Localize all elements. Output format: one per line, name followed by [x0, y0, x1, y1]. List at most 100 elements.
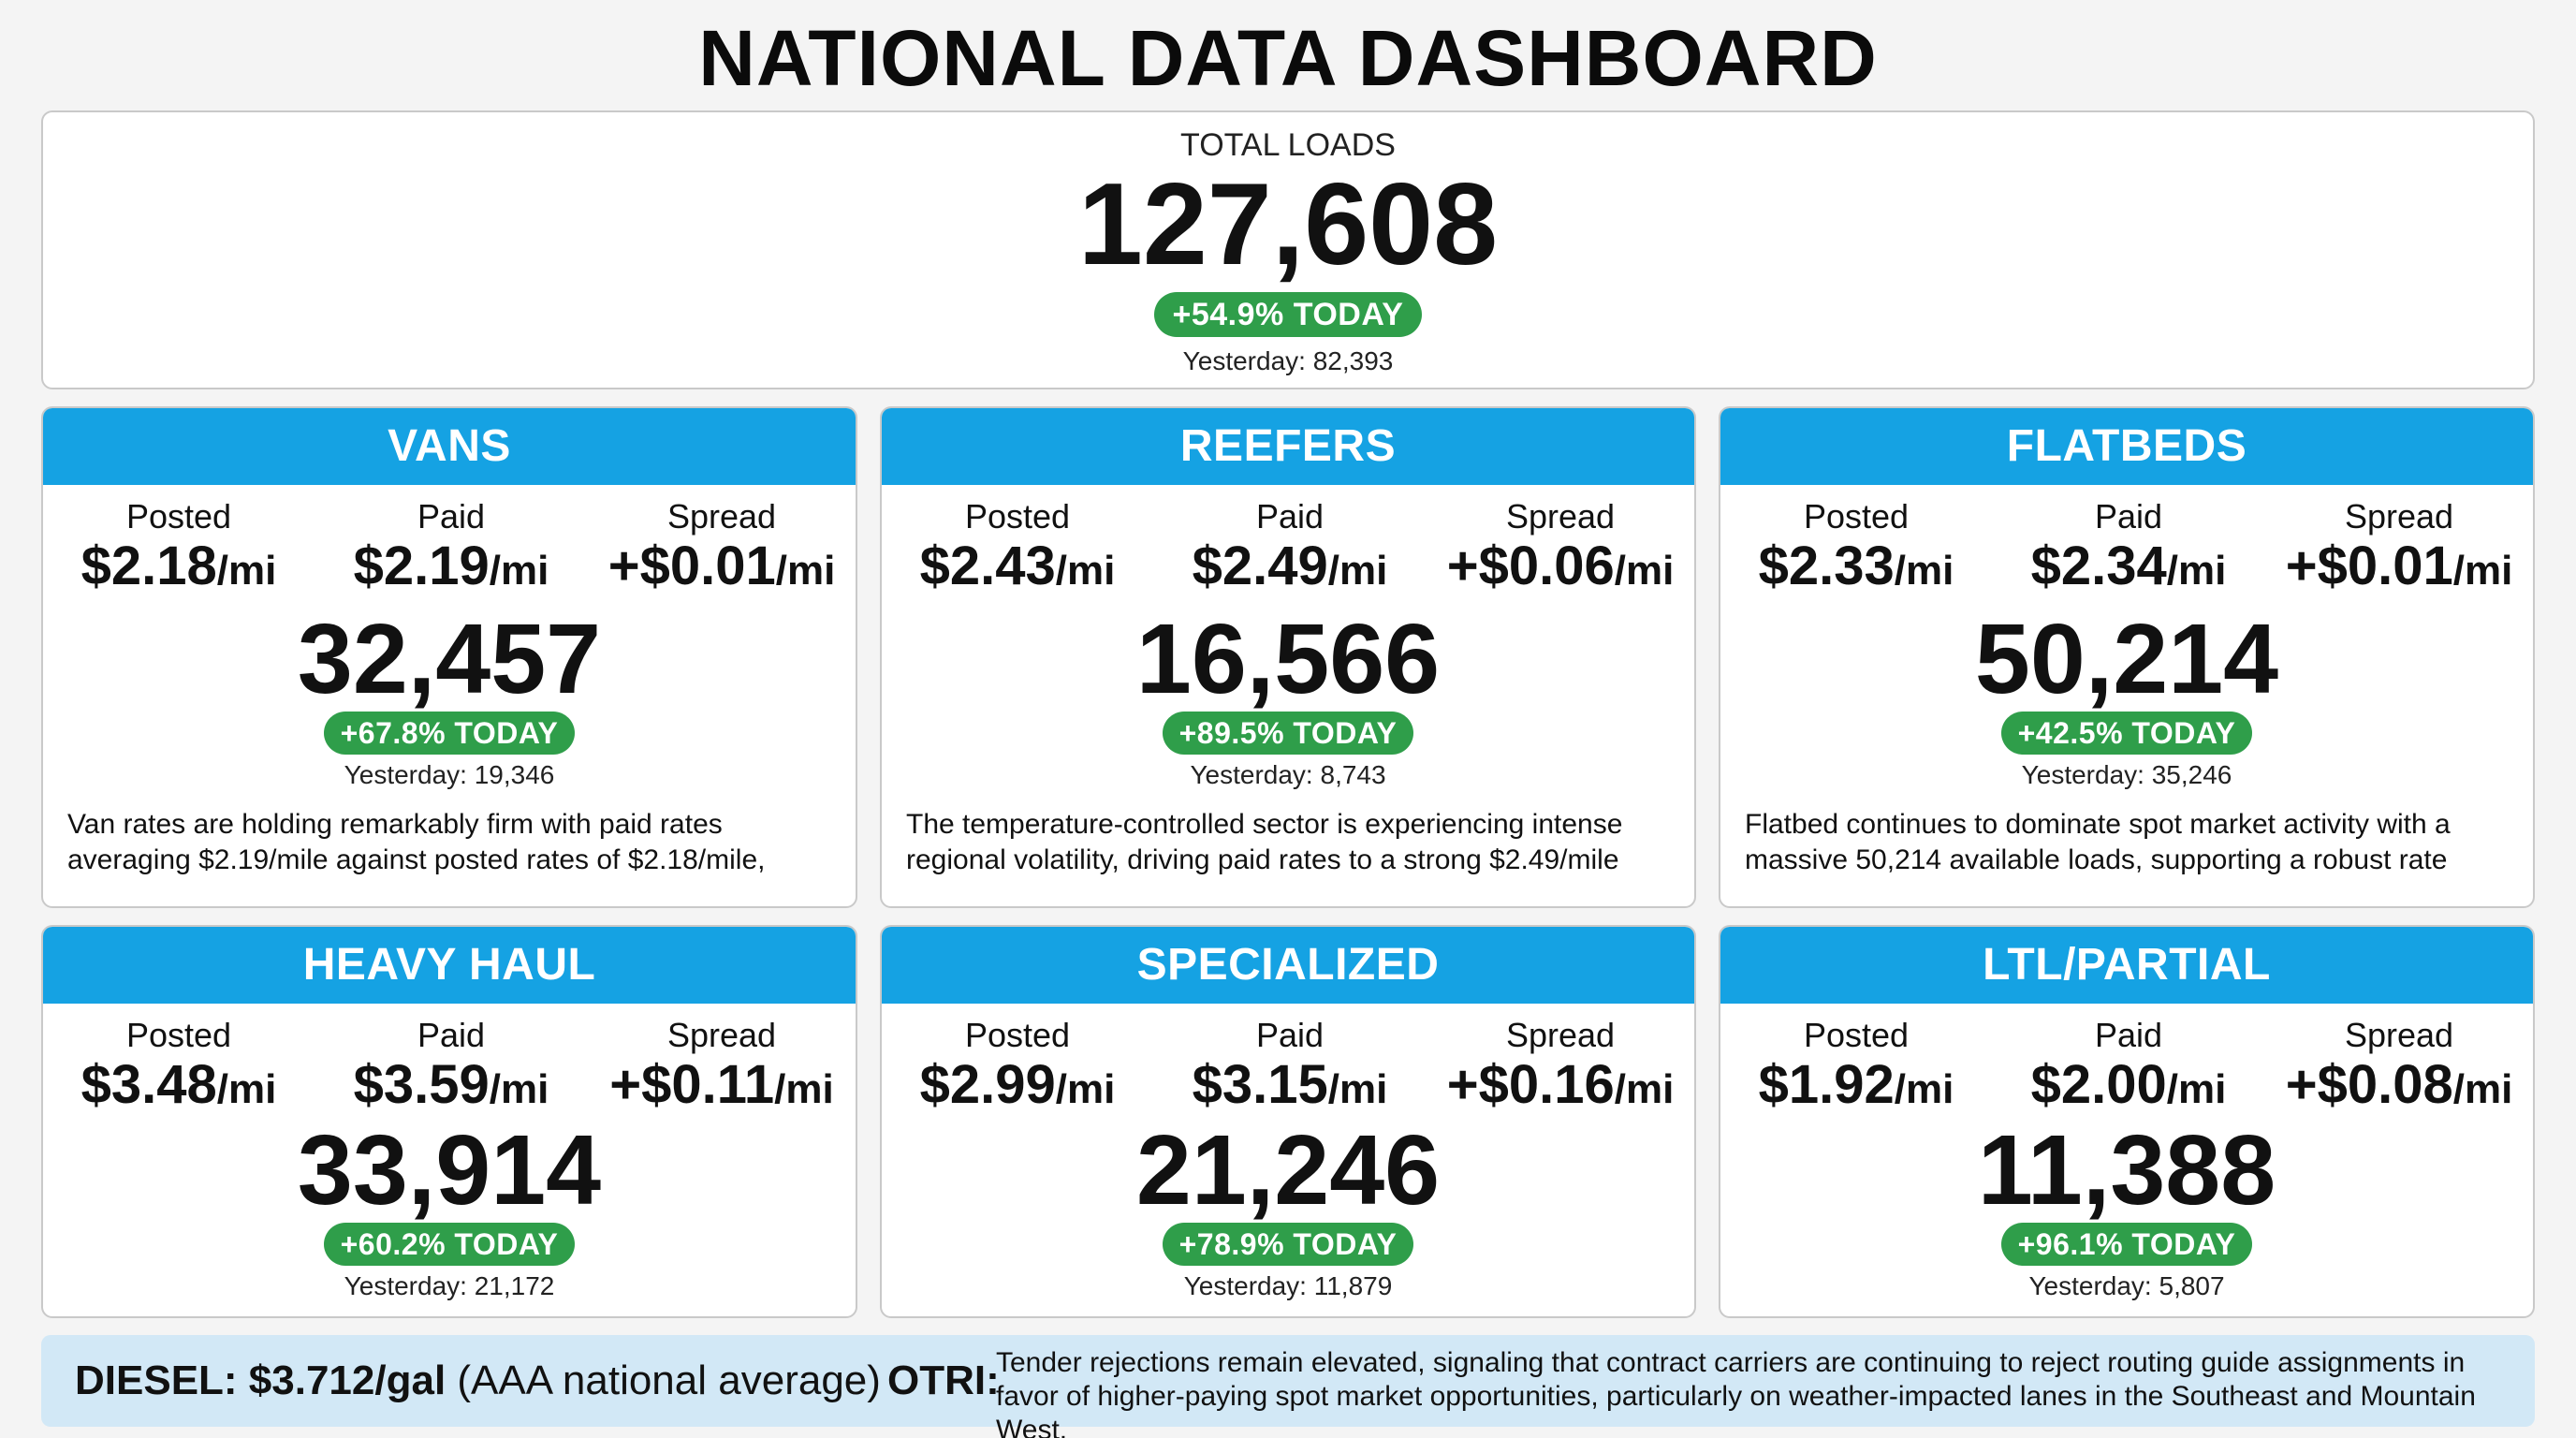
- posted-label: Posted: [125, 497, 232, 536]
- paid-label: Paid: [417, 1016, 486, 1054]
- paid-label: Paid: [417, 497, 486, 536]
- posted-label: Posted: [125, 1016, 232, 1054]
- change-badge: +42.5% TODAY: [2000, 712, 2253, 755]
- category-card-vans: VANS Posted $2.18/mi Paid $2.19/mi Sprea…: [41, 406, 857, 908]
- category-card-specialized: SPECIALIZED Posted $2.99/mi Paid $3.15/m…: [880, 925, 1696, 1318]
- spread-value: +$0.11: [609, 1054, 775, 1115]
- load-count: 21,246: [1135, 1115, 1441, 1225]
- unit-label: /mi: [2452, 1066, 2513, 1112]
- spread-value: +$0.01: [607, 536, 776, 596]
- spread-value: +$0.06: [1446, 536, 1615, 596]
- paid-value: $2.49: [1192, 536, 1328, 596]
- unit-label: /mi: [1894, 1066, 1954, 1112]
- category-description: The temperature-controlled sector is exp…: [906, 809, 1623, 875]
- otri-commentary: Tender rejections remain elevated, signa…: [996, 1347, 2476, 1438]
- spread-value: +$0.16: [1446, 1054, 1615, 1115]
- rate-metrics: Posted $3.48/mi Paid $3.59/mi Spread +$0…: [43, 1004, 856, 1123]
- spread-metric: Spread +$0.08/mi: [2263, 1004, 2533, 1119]
- paid-label: Paid: [2094, 497, 2163, 536]
- posted-metric: Posted $2.43/mi: [882, 485, 1153, 600]
- unit-label: /mi: [1327, 548, 1388, 594]
- yesterday-count: Yesterday: 21,172: [344, 1271, 555, 1300]
- paid-value: $2.19: [353, 536, 490, 596]
- total-loads-label: TOTAL LOADS: [1180, 127, 1396, 163]
- category-card-ltl-partial: LTL/PARTIAL Posted $1.92/mi Paid $2.00/m…: [1719, 925, 2535, 1318]
- yesterday-count: Yesterday: 19,346: [344, 760, 555, 789]
- posted-label: Posted: [1803, 1016, 1910, 1054]
- load-count: 16,566: [1135, 604, 1441, 714]
- category-title: REEFERS: [882, 408, 1694, 485]
- paid-label: Paid: [2094, 1016, 2163, 1054]
- yesterday-count: Yesterday: 5,807: [2028, 1271, 2225, 1300]
- category-title: VANS: [43, 408, 856, 485]
- category-title: LTL/PARTIAL: [1720, 927, 2533, 1004]
- unit-label: /mi: [774, 1066, 834, 1112]
- unit-label: /mi: [1055, 1066, 1116, 1112]
- unit-label: /mi: [216, 1066, 277, 1112]
- total-yesterday: Yesterday: 82,393: [1182, 346, 1394, 375]
- posted-value: $2.99: [919, 1054, 1056, 1115]
- paid-metric: Paid $3.15/mi: [1154, 1004, 1426, 1119]
- paid-value: $2.34: [2030, 536, 2167, 596]
- posted-metric: Posted $1.92/mi: [1720, 1004, 1992, 1119]
- posted-value: $2.18: [80, 536, 217, 596]
- category-title: SPECIALIZED: [882, 927, 1694, 1004]
- unit-label: /mi: [1055, 548, 1116, 594]
- page-title: NATIONAL DATA DASHBOARD: [698, 14, 1878, 102]
- diesel-label: DIESEL: $3.712/gal: [75, 1357, 446, 1403]
- paid-metric: Paid $2.00/mi: [1993, 1004, 2264, 1119]
- spread-label: Spread: [2344, 497, 2454, 536]
- change-badge: +60.2% TODAY: [323, 1223, 576, 1266]
- unit-label: /mi: [1614, 548, 1675, 594]
- unit-label: /mi: [775, 548, 836, 594]
- load-count: 50,214: [1974, 604, 2279, 714]
- posted-value: $2.33: [1758, 536, 1895, 596]
- unit-label: /mi: [1327, 1066, 1388, 1112]
- spread-label: Spread: [2344, 1016, 2454, 1054]
- paid-metric: Paid $2.34/mi: [1993, 485, 2264, 600]
- paid-value: $3.59: [353, 1054, 490, 1115]
- paid-metric: Paid $2.49/mi: [1154, 485, 1426, 600]
- spread-metric: Spread +$0.11/mi: [586, 1004, 856, 1119]
- total-change-badge: +54.9% TODAY: [1153, 292, 1423, 337]
- posted-label: Posted: [964, 1016, 1071, 1054]
- diesel-note: (AAA national average): [457, 1357, 881, 1403]
- yesterday-count: Yesterday: 35,246: [2021, 760, 2232, 789]
- spread-metric: Spread +$0.01/mi: [2263, 485, 2533, 600]
- spread-metric: Spread +$0.16/mi: [1425, 1004, 1694, 1119]
- spread-metric: Spread +$0.06/mi: [1425, 485, 1694, 600]
- change-badge: +89.5% TODAY: [1162, 712, 1414, 755]
- category-description: Van rates are holding remarkably firm wi…: [67, 809, 766, 875]
- posted-value: $2.43: [919, 536, 1056, 596]
- load-count: 32,457: [297, 604, 602, 714]
- spread-value: +$0.01: [2285, 536, 2453, 596]
- posted-label: Posted: [1803, 497, 1910, 536]
- paid-label: Paid: [1255, 1016, 1325, 1054]
- posted-value: $3.48: [80, 1054, 217, 1115]
- otri-label: OTRI:: [887, 1357, 1000, 1403]
- load-count: 33,914: [297, 1115, 602, 1225]
- rate-metrics: Posted $2.33/mi Paid $2.34/mi Spread +$0…: [1720, 485, 2533, 605]
- paid-label: Paid: [1255, 497, 1325, 536]
- unit-label: /mi: [2166, 548, 2227, 594]
- unit-label: /mi: [1894, 548, 1954, 594]
- posted-metric: Posted $3.48/mi: [43, 1004, 315, 1119]
- unit-label: /mi: [489, 548, 549, 594]
- category-title: FLATBEDS: [1720, 408, 2533, 485]
- unit-label: /mi: [2166, 1066, 2227, 1112]
- spread-label: Spread: [1505, 1016, 1616, 1054]
- category-title: HEAVY HAUL: [43, 927, 856, 1004]
- rate-metrics: Posted $2.43/mi Paid $2.49/mi Spread +$0…: [882, 485, 1694, 605]
- posted-metric: Posted $2.99/mi: [882, 1004, 1153, 1119]
- rate-metrics: Posted $1.92/mi Paid $2.00/mi Spread +$0…: [1720, 1004, 2533, 1123]
- rate-metrics: Posted $2.99/mi Paid $3.15/mi Spread +$0…: [882, 1004, 1694, 1123]
- total-loads-card: TOTAL LOADS 127,608 +54.9% TODAY Yesterd…: [41, 110, 2535, 389]
- paid-value: $3.15: [1192, 1054, 1328, 1115]
- spread-label: Spread: [1505, 497, 1616, 536]
- total-loads-value: 127,608: [1077, 160, 1499, 289]
- load-count: 11,388: [1977, 1115, 2276, 1225]
- posted-metric: Posted $2.33/mi: [1720, 485, 1992, 600]
- paid-metric: Paid $3.59/mi: [315, 1004, 587, 1119]
- paid-metric: Paid $2.19/mi: [315, 485, 587, 600]
- paid-value: $2.00: [2030, 1054, 2167, 1115]
